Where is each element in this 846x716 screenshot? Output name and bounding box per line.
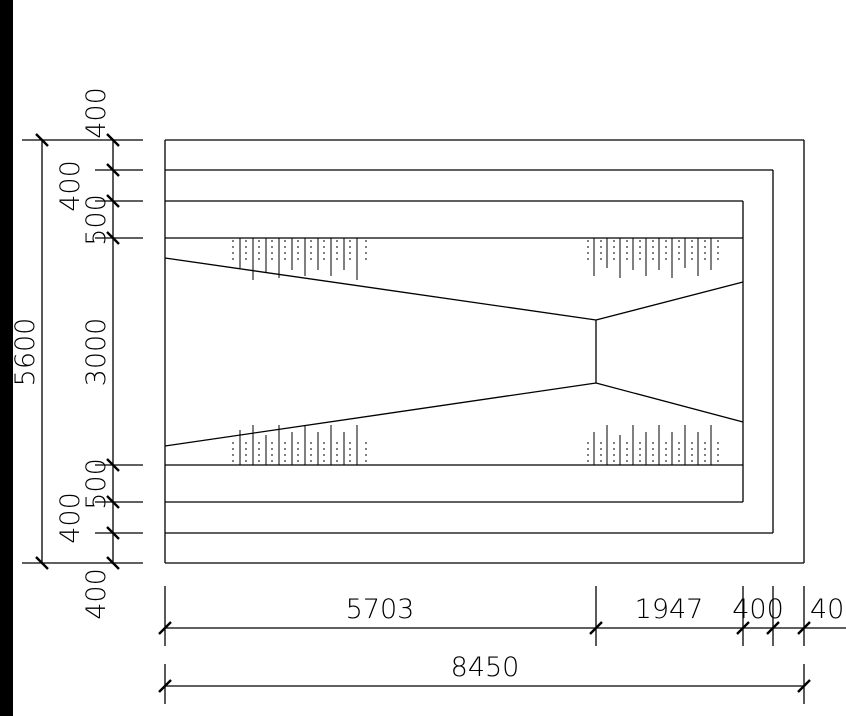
hatch-top-left [232,238,367,280]
left-edge-strip [0,0,13,716]
dim-bottom-seg-2: 1947 [635,594,704,625]
dim-bottom-seg-3: 400 [732,594,784,625]
dim-bottom-overall: 8450 [451,652,520,683]
dim-left-top-500: 500 [81,194,112,246]
dim-left-overall: 5600 [10,318,41,387]
hatch-bottom-right [587,425,719,465]
bottom-segment-dimension: 5703 1947 400 400 [158,586,846,646]
dim-left-top-400-a: 400 [81,87,112,139]
dim-left-bottom-400-a: 400 [55,492,86,544]
dim-left-bottom-400-b: 400 [81,568,112,620]
funnel-shape [164,257,744,447]
dim-bottom-seg-1: 5703 [346,594,415,625]
dim-left-middle: 3000 [81,318,112,387]
outline-rectangles [164,139,805,564]
left-overall-dimension: 5600 [10,133,143,570]
bottom-overall-dimension: 8450 [158,652,811,704]
hatch-top-right [587,238,719,278]
hatch-bottom-left [232,425,367,465]
dim-bottom-seg-4: 400 [810,594,846,625]
left-segment-dimension: 400 400 500 3000 500 400 400 [55,87,143,620]
dim-left-bottom-500: 500 [81,458,112,510]
dim-left-top-400-b: 400 [55,160,86,212]
